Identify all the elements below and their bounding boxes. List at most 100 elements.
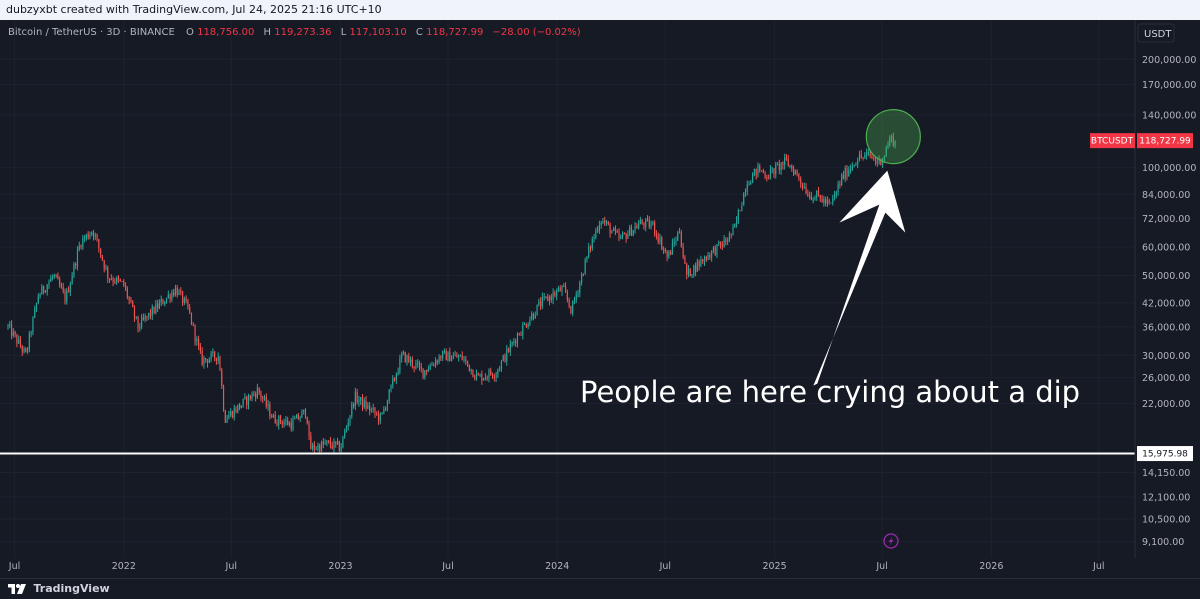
- candle-body: [363, 400, 365, 408]
- price-tick-label: 10,500.00: [1142, 515, 1190, 526]
- candle-body: [800, 179, 802, 184]
- candle-body: [648, 219, 650, 227]
- candle-body: [771, 168, 773, 170]
- candle-body: [737, 210, 739, 221]
- candle-body: [231, 411, 234, 418]
- candle-body: [762, 170, 764, 173]
- candle-body: [315, 448, 317, 450]
- candle-body: [192, 324, 194, 326]
- candle-body: [358, 400, 360, 403]
- price-chart[interactable]: 200,000.00 170,000.00 140,000.00 100,000.00…: [0, 20, 1200, 578]
- candle-body: [372, 407, 374, 410]
- candle-body: [581, 274, 583, 283]
- candle-body: [700, 259, 702, 266]
- candle-body: [586, 256, 588, 260]
- candle-body: [112, 279, 114, 282]
- candle-body: [445, 350, 447, 361]
- chart-area[interactable]: 200,000.00 170,000.00 140,000.00 100,000.00…: [0, 20, 1200, 578]
- highlight-circle[interactable]: [865, 109, 921, 165]
- candle-body: [123, 281, 125, 286]
- candle-body: [645, 219, 647, 227]
- time-axis[interactable]: Jul 2022 Jul 2023 Jul 2024 Jul 2025 Jul 2026 Jul: [8, 561, 1105, 572]
- candle-body: [198, 339, 200, 346]
- lightning-icon[interactable]: [883, 533, 899, 549]
- candle-body: [766, 176, 768, 179]
- candle-body: [336, 441, 339, 444]
- candle-body: [641, 219, 643, 224]
- candle-body: [67, 290, 70, 293]
- candle-body: [883, 155, 886, 160]
- candle-body: [540, 301, 542, 307]
- last-price-tag: BTCUSDT 118,727.99: [1090, 133, 1193, 149]
- candle-body: [442, 351, 444, 359]
- candle-body: [776, 164, 779, 166]
- candle-body: [705, 256, 707, 260]
- candle-body: [369, 405, 371, 411]
- header-credit: dubzyxbt created with TradingView.com, J…: [6, 3, 382, 16]
- candle-body: [609, 224, 611, 234]
- candle-body: [513, 341, 515, 343]
- candle-body: [636, 226, 638, 229]
- candle-body: [443, 350, 446, 352]
- candle-body: [7, 325, 9, 327]
- candle-body: [465, 359, 467, 361]
- candle-body: [299, 417, 301, 420]
- candle-body: [880, 158, 882, 165]
- candle-body: [823, 198, 825, 203]
- candle-body: [522, 324, 524, 336]
- candle-body: [516, 334, 519, 344]
- candle-body: [133, 307, 136, 318]
- candle-body: [279, 415, 282, 423]
- candle-body: [791, 165, 793, 169]
- candle-body: [627, 234, 629, 239]
- candle-body: [844, 168, 846, 179]
- candle-body: [194, 324, 196, 341]
- price-axis[interactable]: 200,000.00 170,000.00 140,000.00 100,000.00…: [1142, 55, 1196, 548]
- candle-body: [527, 324, 529, 328]
- candle-body: [597, 230, 599, 232]
- candle-body: [857, 160, 859, 165]
- candle-body: [18, 339, 20, 344]
- candle-body: [488, 370, 490, 378]
- candle-body: [333, 441, 335, 449]
- candle-body: [164, 302, 166, 305]
- candle-body: [757, 165, 759, 176]
- candle-body: [87, 234, 89, 238]
- candle-body: [16, 334, 18, 344]
- candle-body: [27, 348, 29, 352]
- candle-body: [157, 303, 159, 309]
- candle-body: [319, 444, 321, 452]
- candle-body: [798, 173, 800, 180]
- annotation-text[interactable]: People are here crying about a dip: [580, 375, 1080, 409]
- candle-body: [247, 395, 250, 405]
- candle-body: [598, 225, 600, 232]
- candle-body: [520, 334, 522, 336]
- price-tick-label: 140,000.00: [1142, 110, 1196, 121]
- candle-body: [511, 342, 513, 345]
- candle-body: [718, 241, 720, 244]
- candle-body: [734, 224, 736, 227]
- candle-body: [652, 222, 654, 225]
- candle-body: [867, 152, 869, 154]
- last-price-symbol-bg: [1090, 133, 1135, 149]
- currency-label: USDT: [1144, 29, 1172, 40]
- candle-body: [114, 281, 116, 283]
- candle-body: [499, 368, 501, 370]
- candle-body: [554, 292, 556, 296]
- candle-body: [703, 256, 706, 262]
- price-tick-label: 14,150.00: [1142, 468, 1190, 479]
- candle-body: [237, 404, 239, 413]
- candle-body: [693, 265, 695, 275]
- candle-body: [256, 387, 258, 398]
- annotation-arrow[interactable]: [813, 170, 906, 386]
- currency-box[interactable]: [1137, 23, 1175, 43]
- candle-body: [486, 377, 488, 379]
- candle-body: [128, 297, 130, 300]
- candle-body: [620, 236, 622, 239]
- price-axis-bg: [1135, 20, 1200, 558]
- candle-body: [495, 374, 497, 378]
- candle-body: [205, 357, 207, 360]
- candle-body: [71, 276, 73, 284]
- candle-body: [750, 182, 752, 185]
- candle-body: [753, 168, 755, 174]
